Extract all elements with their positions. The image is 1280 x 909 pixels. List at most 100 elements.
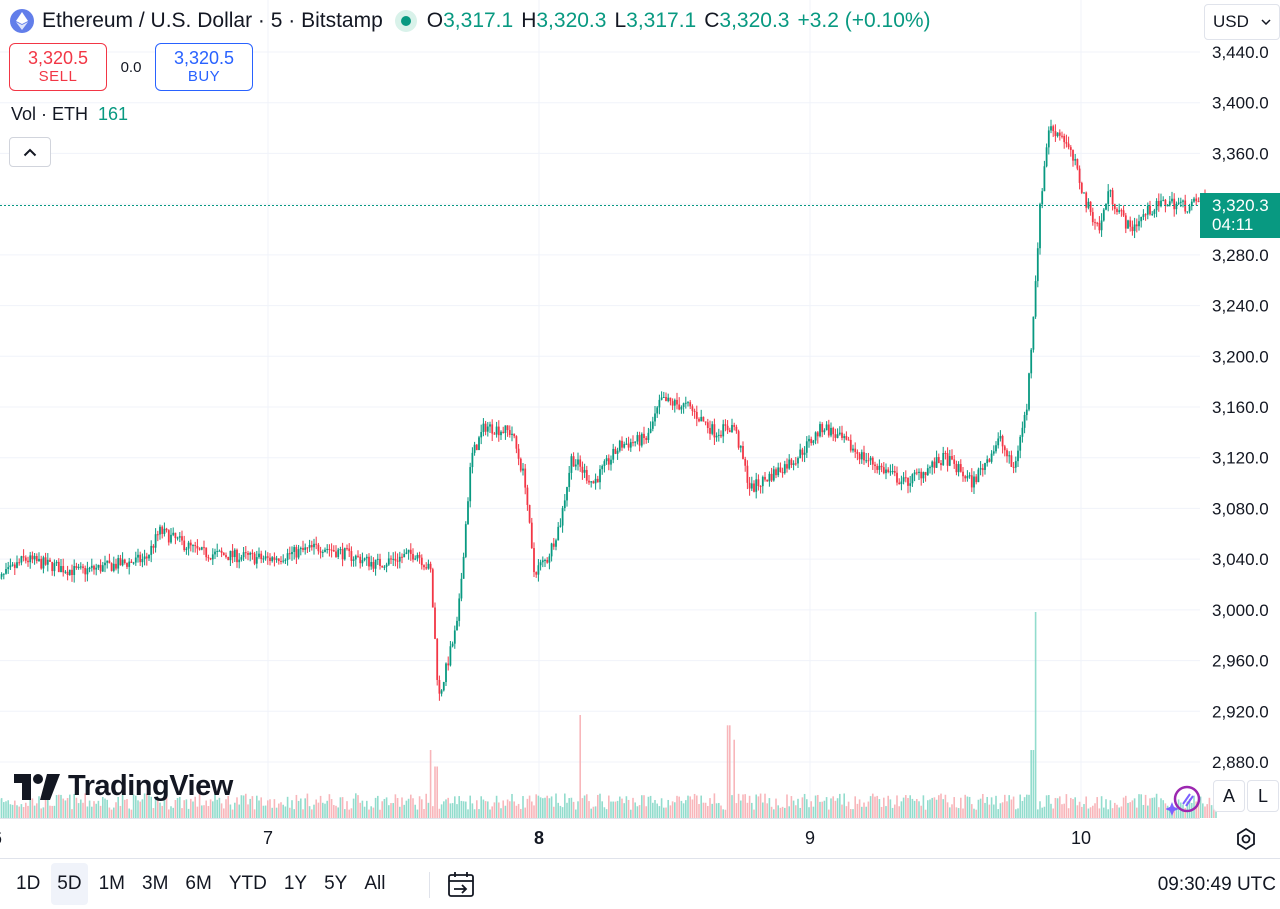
volume-bar — [315, 800, 317, 818]
volume-bar — [872, 794, 874, 818]
volume-bar — [892, 808, 894, 818]
auto-scale-button[interactable]: A — [1213, 780, 1245, 812]
sell-button[interactable]: 3,320.5 SELL — [9, 43, 107, 91]
candle-body — [852, 449, 854, 451]
candle-body — [828, 424, 830, 435]
candle-body — [439, 680, 441, 694]
candle-body — [786, 464, 788, 468]
volume-bar — [340, 797, 342, 818]
candle-body — [1074, 159, 1076, 161]
volume-bar — [467, 809, 469, 818]
range-button-all[interactable]: All — [358, 863, 391, 905]
candle-body — [87, 568, 89, 574]
currency-select[interactable]: USD — [1204, 4, 1280, 40]
volume-bar — [949, 807, 951, 818]
market-open-icon — [395, 10, 417, 32]
volume-bar — [111, 810, 113, 818]
spread-value: 0.0 — [107, 59, 155, 76]
tradingview-mark-icon — [14, 774, 60, 800]
candle-body — [975, 477, 977, 483]
log-scale-button[interactable]: L — [1247, 780, 1279, 812]
symbol-title[interactable]: Ethereum / U.S. Dollar · 5 · Bitstamp — [42, 9, 383, 33]
candle-body — [546, 560, 548, 563]
volume-bar — [320, 796, 322, 818]
range-button-1y[interactable]: 1Y — [278, 863, 313, 905]
volume-bar — [958, 808, 960, 818]
candle-body — [150, 546, 152, 555]
magic-sparkle-icon[interactable] — [1166, 782, 1202, 816]
candle-body — [458, 598, 460, 620]
volume-bar — [665, 808, 667, 818]
candle-body — [126, 563, 128, 567]
volume-bar — [879, 799, 881, 818]
tradingview-logo[interactable]: TradingView — [14, 770, 233, 803]
volume-bar — [705, 803, 707, 818]
volume-bar — [496, 796, 498, 818]
volume-bar — [535, 794, 537, 818]
time-axis[interactable]: 678910 — [0, 828, 1091, 848]
volume-bar — [100, 806, 102, 818]
volume-bar — [573, 802, 575, 818]
range-button-5d[interactable]: 5D — [51, 863, 87, 905]
volume-bar — [709, 798, 711, 818]
candle-body — [1050, 126, 1052, 130]
volume-bar — [388, 805, 390, 818]
range-button-3m[interactable]: 3M — [136, 863, 174, 905]
candle-body — [890, 471, 892, 472]
low-key: L — [614, 9, 626, 33]
candle-body — [518, 449, 520, 459]
volume-bar — [401, 797, 403, 818]
volume-bar — [876, 796, 878, 818]
candle-body — [73, 566, 75, 575]
volume-bar — [430, 750, 432, 818]
candle-body — [896, 473, 898, 483]
utc-clock[interactable]: 09:30:49 UTC — [1158, 874, 1276, 896]
volume-bar — [109, 808, 111, 818]
range-button-5y[interactable]: 5Y — [318, 863, 353, 905]
volume-bar — [1107, 809, 1109, 818]
candle-body — [590, 481, 592, 482]
chart-settings-icon[interactable] — [1232, 825, 1260, 853]
candle-body — [236, 550, 238, 562]
candle-body — [1011, 455, 1013, 467]
volume-bar — [945, 795, 947, 818]
buy-button[interactable]: 3,320.5 BUY — [155, 43, 253, 91]
candle-body — [1004, 446, 1006, 450]
candle-body — [423, 565, 425, 567]
candle-body — [368, 557, 370, 567]
price-chart[interactable]: 3,440.03,400.03,360.03,320.03,280.03,240… — [0, 0, 1280, 858]
volume-bar — [260, 797, 262, 818]
price-axis[interactable]: 3,440.03,400.03,360.03,320.03,280.03,240… — [1212, 43, 1269, 772]
candle-body — [241, 557, 243, 559]
volume-bar — [236, 797, 238, 818]
range-button-ytd[interactable]: YTD — [223, 863, 273, 905]
range-button-1m[interactable]: 1M — [93, 863, 131, 905]
candle-body — [1096, 223, 1098, 224]
candle-body — [733, 425, 735, 427]
goto-date-icon[interactable] — [446, 871, 478, 901]
volume-bar — [914, 801, 916, 818]
candle-body — [753, 483, 755, 491]
volume-bar — [469, 796, 471, 818]
candle-body — [1189, 206, 1191, 211]
candle-body — [516, 436, 518, 449]
collapse-legend-button[interactable] — [9, 137, 51, 167]
volume-bar — [93, 801, 95, 818]
candle-body — [102, 565, 104, 571]
range-button-1d[interactable]: 1D — [10, 863, 46, 905]
volume-bar — [597, 795, 599, 818]
candle-body — [49, 560, 51, 562]
volume-bar — [652, 803, 654, 818]
price-tick-label: 2,960.0 — [1212, 652, 1269, 671]
candle-body — [109, 561, 111, 564]
candle-body — [293, 547, 295, 552]
candle-body — [142, 559, 144, 562]
volume-bar — [128, 809, 130, 818]
volume-bar — [1081, 807, 1083, 818]
volume-bar — [967, 796, 969, 818]
range-button-6m[interactable]: 6M — [179, 863, 217, 905]
candle-body — [579, 459, 581, 466]
volume-bar — [626, 796, 628, 818]
candle-body — [742, 446, 744, 459]
volume-bar — [384, 799, 386, 818]
